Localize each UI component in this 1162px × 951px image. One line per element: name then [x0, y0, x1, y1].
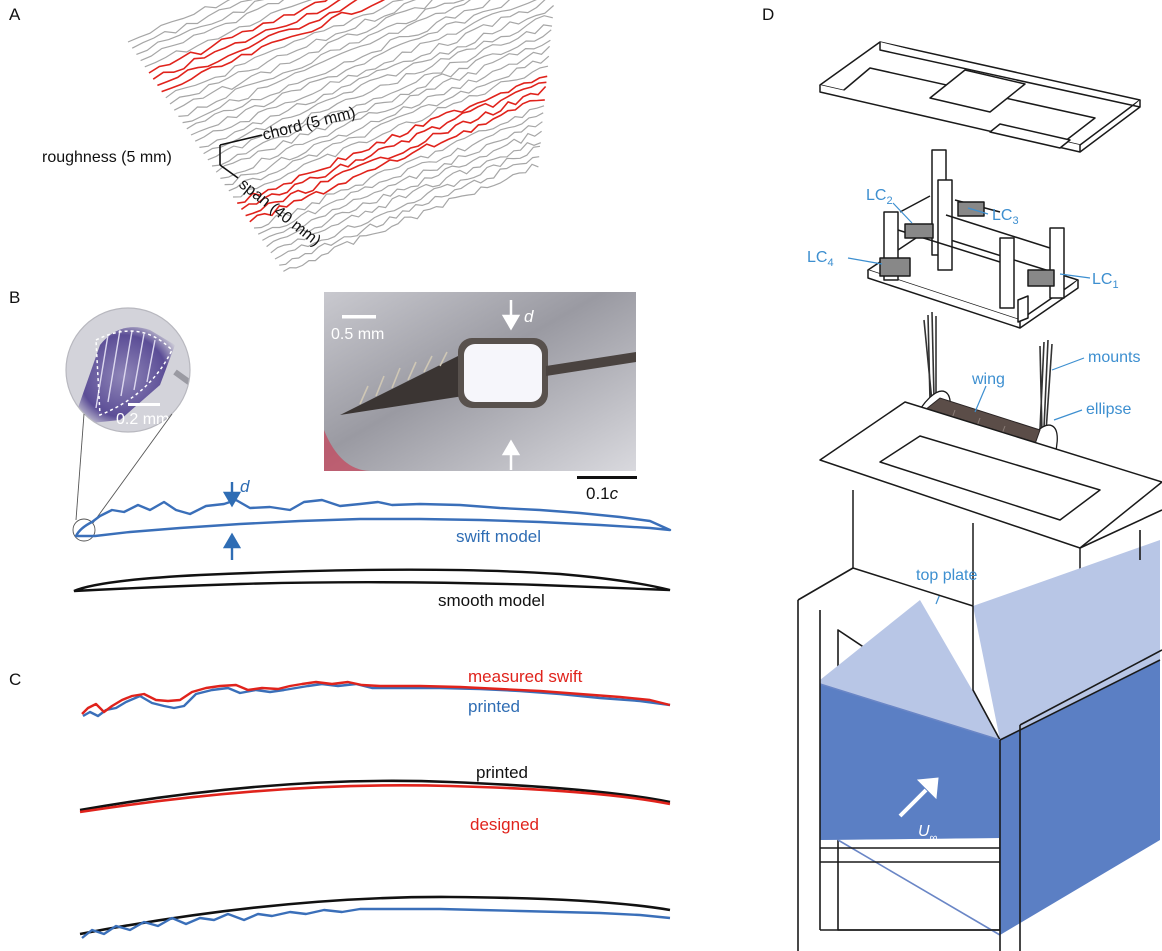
profile-trace [274, 145, 541, 260]
wing-label: wing [971, 371, 1005, 388]
smooth-model-outline [73, 568, 671, 593]
profile-trace [144, 0, 313, 68]
profile-trace [228, 55, 550, 192]
top-frame [819, 41, 1141, 153]
mounts-label: mounts [1088, 349, 1140, 366]
top-plate [819, 401, 1162, 607]
profile-trace [190, 0, 511, 136]
flow-velocity-label: U∞ [918, 823, 937, 844]
profile-trace [215, 29, 552, 173]
profile-trace [127, 0, 231, 43]
profile-trace [240, 81, 547, 211]
lc4-label: LC4 [807, 249, 834, 269]
profile-trace [148, 0, 329, 74]
ellipse-label: ellipse [1086, 401, 1131, 418]
inset-scale-label: 0.2 mm [116, 411, 169, 428]
profile-trace [182, 0, 471, 124]
profile-trace [245, 85, 547, 217]
lc2-label: LC2 [866, 187, 893, 207]
water-tank [797, 509, 1162, 951]
profile-trace [237, 75, 548, 204]
profile-trace [173, 0, 433, 111]
zoom-lines [72, 413, 173, 542]
inset-micrograph: 0.2 mm [65, 307, 191, 433]
profile-trace [279, 156, 540, 266]
lc3-label: LC3 [992, 207, 1019, 227]
roughness-profiles [127, 0, 554, 272]
profile-trace [152, 0, 341, 80]
swift-model-outline [74, 498, 672, 538]
profile-trace [257, 112, 544, 235]
photo-arrow-bottom [501, 439, 521, 470]
profile-trace [186, 0, 491, 130]
axis-chord-label: chord (5 mm) [261, 104, 357, 144]
smooth-model-label: smooth model [438, 591, 545, 610]
profile-trace [131, 0, 253, 49]
designed-label: designed [470, 815, 539, 834]
mount-rods [923, 311, 1053, 435]
profile-trace [224, 45, 551, 186]
photo-arrow-top [501, 300, 521, 331]
panel-label-b: B [9, 288, 20, 307]
bottom-swift-profile [81, 907, 671, 939]
photo-thickness-symbol: d [524, 307, 534, 326]
profile-trace [136, 0, 265, 55]
profile-trace [262, 121, 543, 241]
profile-trace [194, 0, 537, 142]
photo-scale-label: 0.5 mm [331, 326, 384, 343]
panel-label-d: D [762, 5, 774, 24]
axis-triad [219, 134, 263, 179]
swift-model-label: swift model [456, 527, 541, 546]
scale-bar-label: 0.1c [586, 484, 619, 503]
axis-roughness-label: roughness (5 mm) [42, 149, 172, 166]
profile-trace [270, 141, 542, 254]
profile-trace [157, 0, 358, 87]
flow-arrow [898, 777, 939, 818]
profile-trace [211, 24, 553, 167]
top-plate-label: top plate [916, 567, 977, 584]
printed-smooth-profile [79, 779, 671, 812]
lc1-label: LC1 [1092, 271, 1119, 291]
profile-trace [249, 99, 545, 223]
measured-swift-profile [81, 680, 671, 715]
profile-trace [165, 0, 404, 99]
profile-trace [140, 0, 285, 62]
profile-trace [178, 0, 465, 117]
panel-label-c: C [9, 670, 21, 689]
thickness-symbol: d [240, 477, 250, 496]
profile-trace [161, 0, 386, 93]
lc-leaders [847, 202, 1091, 279]
profile-trace [203, 5, 554, 155]
printed-top-label: printed [468, 697, 520, 716]
cross-section-photo: 0.5 mm d [324, 292, 636, 471]
profile-trace [220, 39, 551, 179]
load-cell-frame [867, 149, 1079, 329]
profile-trace [169, 0, 417, 105]
profile-trace [283, 163, 539, 272]
scale-bar [577, 476, 637, 479]
profile-trace [207, 15, 553, 161]
designed-profile [79, 784, 671, 814]
profile-trace [232, 65, 549, 198]
profile-trace [253, 105, 545, 229]
profile-trace [266, 130, 542, 248]
profile-trace [199, 0, 546, 148]
panel-label-a: A [9, 5, 21, 24]
printed-mid-label: printed [476, 763, 528, 782]
bottom-smooth-profile [79, 895, 671, 936]
thickness-arrows [222, 482, 242, 560]
measured-swift-label: measured swift [468, 667, 583, 686]
